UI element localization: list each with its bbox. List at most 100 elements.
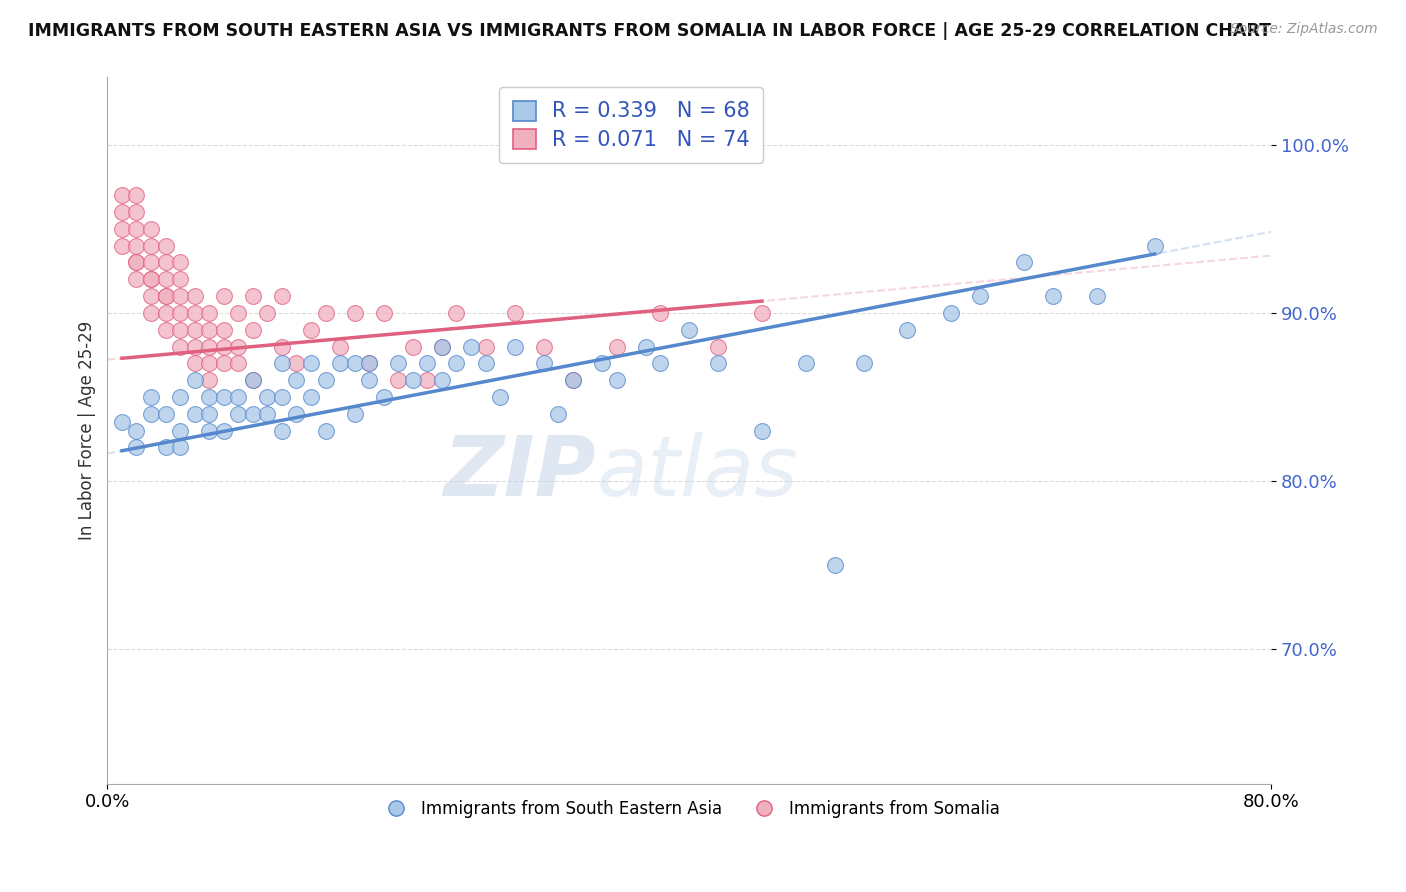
Text: Source: ZipAtlas.com: Source: ZipAtlas.com [1230,22,1378,37]
Point [198,323,221,337]
Y-axis label: In Labor Force | Age 25-29: In Labor Force | Age 25-29 [79,321,96,541]
Point [226,390,249,404]
Text: ZIP: ZIP [443,433,596,514]
Point [226,407,249,421]
Point [111,205,134,219]
Point [155,441,177,455]
Point [359,356,381,370]
Point [561,373,583,387]
Point [169,441,191,455]
Point [155,289,177,303]
Point [198,424,221,438]
Point [155,306,177,320]
Point [794,356,817,370]
Point [416,356,439,370]
Point [242,373,264,387]
Point [242,407,264,421]
Point [212,289,235,303]
Point [605,339,627,353]
Point [561,373,583,387]
Point [111,415,134,429]
Point [824,558,846,573]
Point [169,306,191,320]
Text: IMMIGRANTS FROM SOUTH EASTERN ASIA VS IMMIGRANTS FROM SOMALIA IN LABOR FORCE | A: IMMIGRANTS FROM SOUTH EASTERN ASIA VS IM… [28,22,1271,40]
Point [416,373,439,387]
Point [285,356,308,370]
Point [212,390,235,404]
Point [226,356,249,370]
Point [329,339,352,353]
Point [198,339,221,353]
Point [155,238,177,252]
Point [939,306,962,320]
Point [271,339,294,353]
Point [111,238,134,252]
Point [489,390,512,404]
Point [183,339,205,353]
Point [139,272,162,286]
Point [256,390,278,404]
Point [139,306,162,320]
Point [125,255,148,269]
Point [169,339,191,353]
Point [359,373,381,387]
Point [169,323,191,337]
Point [533,356,555,370]
Point [460,339,482,353]
Point [226,339,249,353]
Point [212,339,235,353]
Point [198,390,221,404]
Point [503,306,526,320]
Point [678,323,700,337]
Point [1012,255,1035,269]
Point [503,339,526,353]
Point [751,424,773,438]
Point [315,424,337,438]
Point [591,356,613,370]
Point [169,255,191,269]
Point [474,356,496,370]
Point [285,373,308,387]
Point [430,339,453,353]
Point [285,407,308,421]
Point [707,339,730,353]
Point [1085,289,1108,303]
Point [155,407,177,421]
Point [271,390,294,404]
Point [634,339,657,353]
Point [139,390,162,404]
Point [169,424,191,438]
Point [474,339,496,353]
Point [650,306,672,320]
Point [125,255,148,269]
Point [969,289,991,303]
Point [139,407,162,421]
Point [446,306,468,320]
Point [212,323,235,337]
Point [402,339,425,353]
Point [212,356,235,370]
Point [125,221,148,235]
Point [751,306,773,320]
Point [125,272,148,286]
Point [125,441,148,455]
Point [373,390,395,404]
Point [605,373,627,387]
Point [242,373,264,387]
Point [125,238,148,252]
Point [359,356,381,370]
Point [402,373,425,387]
Point [139,255,162,269]
Point [125,424,148,438]
Point [896,323,918,337]
Point [446,356,468,370]
Point [169,272,191,286]
Point [226,306,249,320]
Point [387,373,409,387]
Point [198,356,221,370]
Point [373,306,395,320]
Point [299,356,322,370]
Point [650,356,672,370]
Point [169,289,191,303]
Point [183,356,205,370]
